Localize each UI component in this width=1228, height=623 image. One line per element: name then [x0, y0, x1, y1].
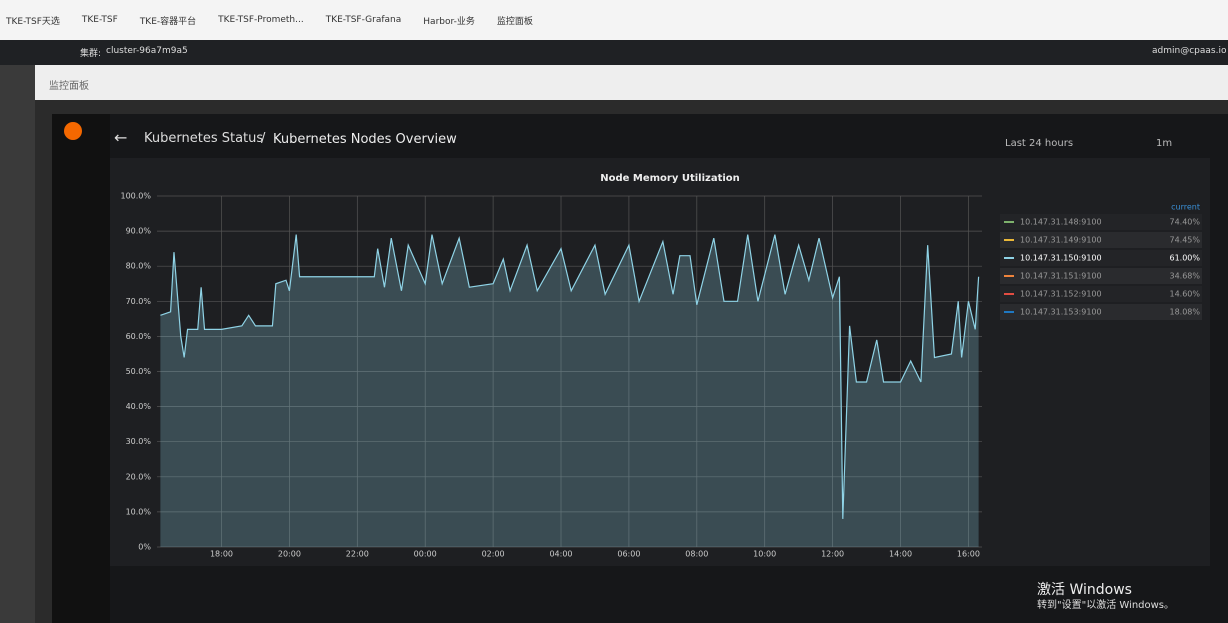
- y-tick-label: 60.0%: [126, 332, 152, 341]
- y-tick-label: 10.0%: [126, 507, 152, 516]
- legend-current: 14.60%: [1169, 290, 1200, 299]
- y-tick-label: 70.0%: [126, 297, 152, 306]
- legend-header: current: [1171, 203, 1200, 212]
- legend-row-bg: [1000, 232, 1202, 248]
- legend-current: 74.45%: [1169, 236, 1200, 245]
- breadcrumb-bar: 监控面板: [35, 65, 1228, 100]
- legend-row-bg: [1000, 250, 1202, 266]
- x-tick-label: 16:00: [957, 550, 980, 559]
- bookmark[interactable]: TKE-TSF天选: [6, 16, 60, 27]
- x-tick-label: 12:00: [821, 550, 844, 559]
- breadcrumb: 监控面板: [49, 81, 89, 92]
- x-tick-label: 18:00: [210, 550, 233, 559]
- line: [160, 234, 980, 519]
- y-tick-label: 40.0%: [126, 402, 152, 411]
- bookmark-bar: TKE-TSF天选 TKE-TSF TKE-容器平台 TKE-TSF-Prometh.…: [0, 0, 1228, 40]
- legend-current: 18.08%: [1169, 308, 1200, 317]
- bookmark[interactable]: Harbor-业务: [423, 16, 475, 27]
- y-tick-label: 80.0%: [126, 262, 152, 271]
- x-tick-label: 04:00: [549, 550, 572, 559]
- chart-title: Node Memory Utilization: [600, 173, 740, 184]
- legend-row-bg: [1000, 268, 1202, 284]
- x-tick-label: 20:00: [278, 550, 301, 559]
- bookmark[interactable]: 监控面板: [496, 16, 533, 27]
- cluster-select[interactable]: cluster-96a7m9a5: [106, 46, 188, 56]
- legend-row-bg: [1000, 214, 1202, 230]
- x-tick-label: 10:00: [753, 550, 776, 559]
- legend-row-bg: [1000, 286, 1202, 302]
- sidebar: [0, 65, 35, 623]
- watermark-title: 激活 Windows: [1037, 582, 1132, 598]
- app-header: 集群: cluster-96a7m9a5 admin@cpaas.io: [0, 40, 1228, 65]
- grafana-sidebar: [52, 114, 110, 623]
- parent[interactable]: Kubernetes Status: [144, 131, 264, 146]
- refresh[interactable]: 1m: [1156, 138, 1173, 149]
- x-tick-label: 14:00: [889, 550, 912, 559]
- legend-name: 10.147.31.153:9100: [1020, 308, 1102, 317]
- y-tick-label: 100.0%: [120, 192, 151, 201]
- legend-name: 10.147.31.149:9100: [1020, 236, 1102, 245]
- user[interactable]: admin@cpaas.io: [1152, 46, 1227, 56]
- x-tick-label: 22:00: [346, 550, 369, 559]
- bookmark[interactable]: TKE-TSF: [81, 15, 118, 25]
- y-tick-label: 50.0%: [126, 367, 152, 376]
- legend-row-bg: [1000, 304, 1202, 320]
- x-tick-label: 02:00: [482, 550, 505, 559]
- y-tick-label: 30.0%: [126, 437, 152, 446]
- legend-current: 61.00%: [1169, 254, 1200, 263]
- x-tick-label: 08:00: [685, 550, 708, 559]
- cluster-label: 集群:: [80, 49, 102, 59]
- y-tick-label: 20.0%: [126, 472, 152, 481]
- y-tick-label: 0%: [138, 543, 151, 552]
- time-range[interactable]: Last 24 hours: [1005, 138, 1074, 149]
- bookmark[interactable]: TKE-容器平台: [139, 16, 197, 27]
- legend-name: 10.147.31.150:9100: [1020, 254, 1102, 263]
- area: [160, 234, 979, 548]
- bookmark[interactable]: TKE-TSF-Grafana: [325, 15, 402, 25]
- logo: [64, 122, 82, 140]
- x-tick-label: 00:00: [414, 550, 437, 559]
- legend-name: 10.147.31.151:9100: [1020, 272, 1102, 281]
- separator: /: [261, 131, 266, 146]
- x-tick-label: 06:00: [617, 550, 640, 559]
- legend-current: 74.40%: [1169, 218, 1200, 227]
- dashboard-title[interactable]: Kubernetes Nodes Overview: [273, 132, 457, 147]
- legend-name: 10.147.31.152:9100: [1020, 290, 1102, 299]
- legend-current: 34.68%: [1169, 272, 1200, 281]
- bookmark[interactable]: TKE-TSF-Prometh...: [218, 15, 304, 25]
- back[interactable]: ←: [114, 128, 128, 147]
- legend-name: 10.147.31.148:9100: [1020, 218, 1102, 227]
- watermark-text: 转到"设置"以激活 Windows。: [1037, 600, 1175, 611]
- y-tick-label: 90.0%: [126, 227, 152, 236]
